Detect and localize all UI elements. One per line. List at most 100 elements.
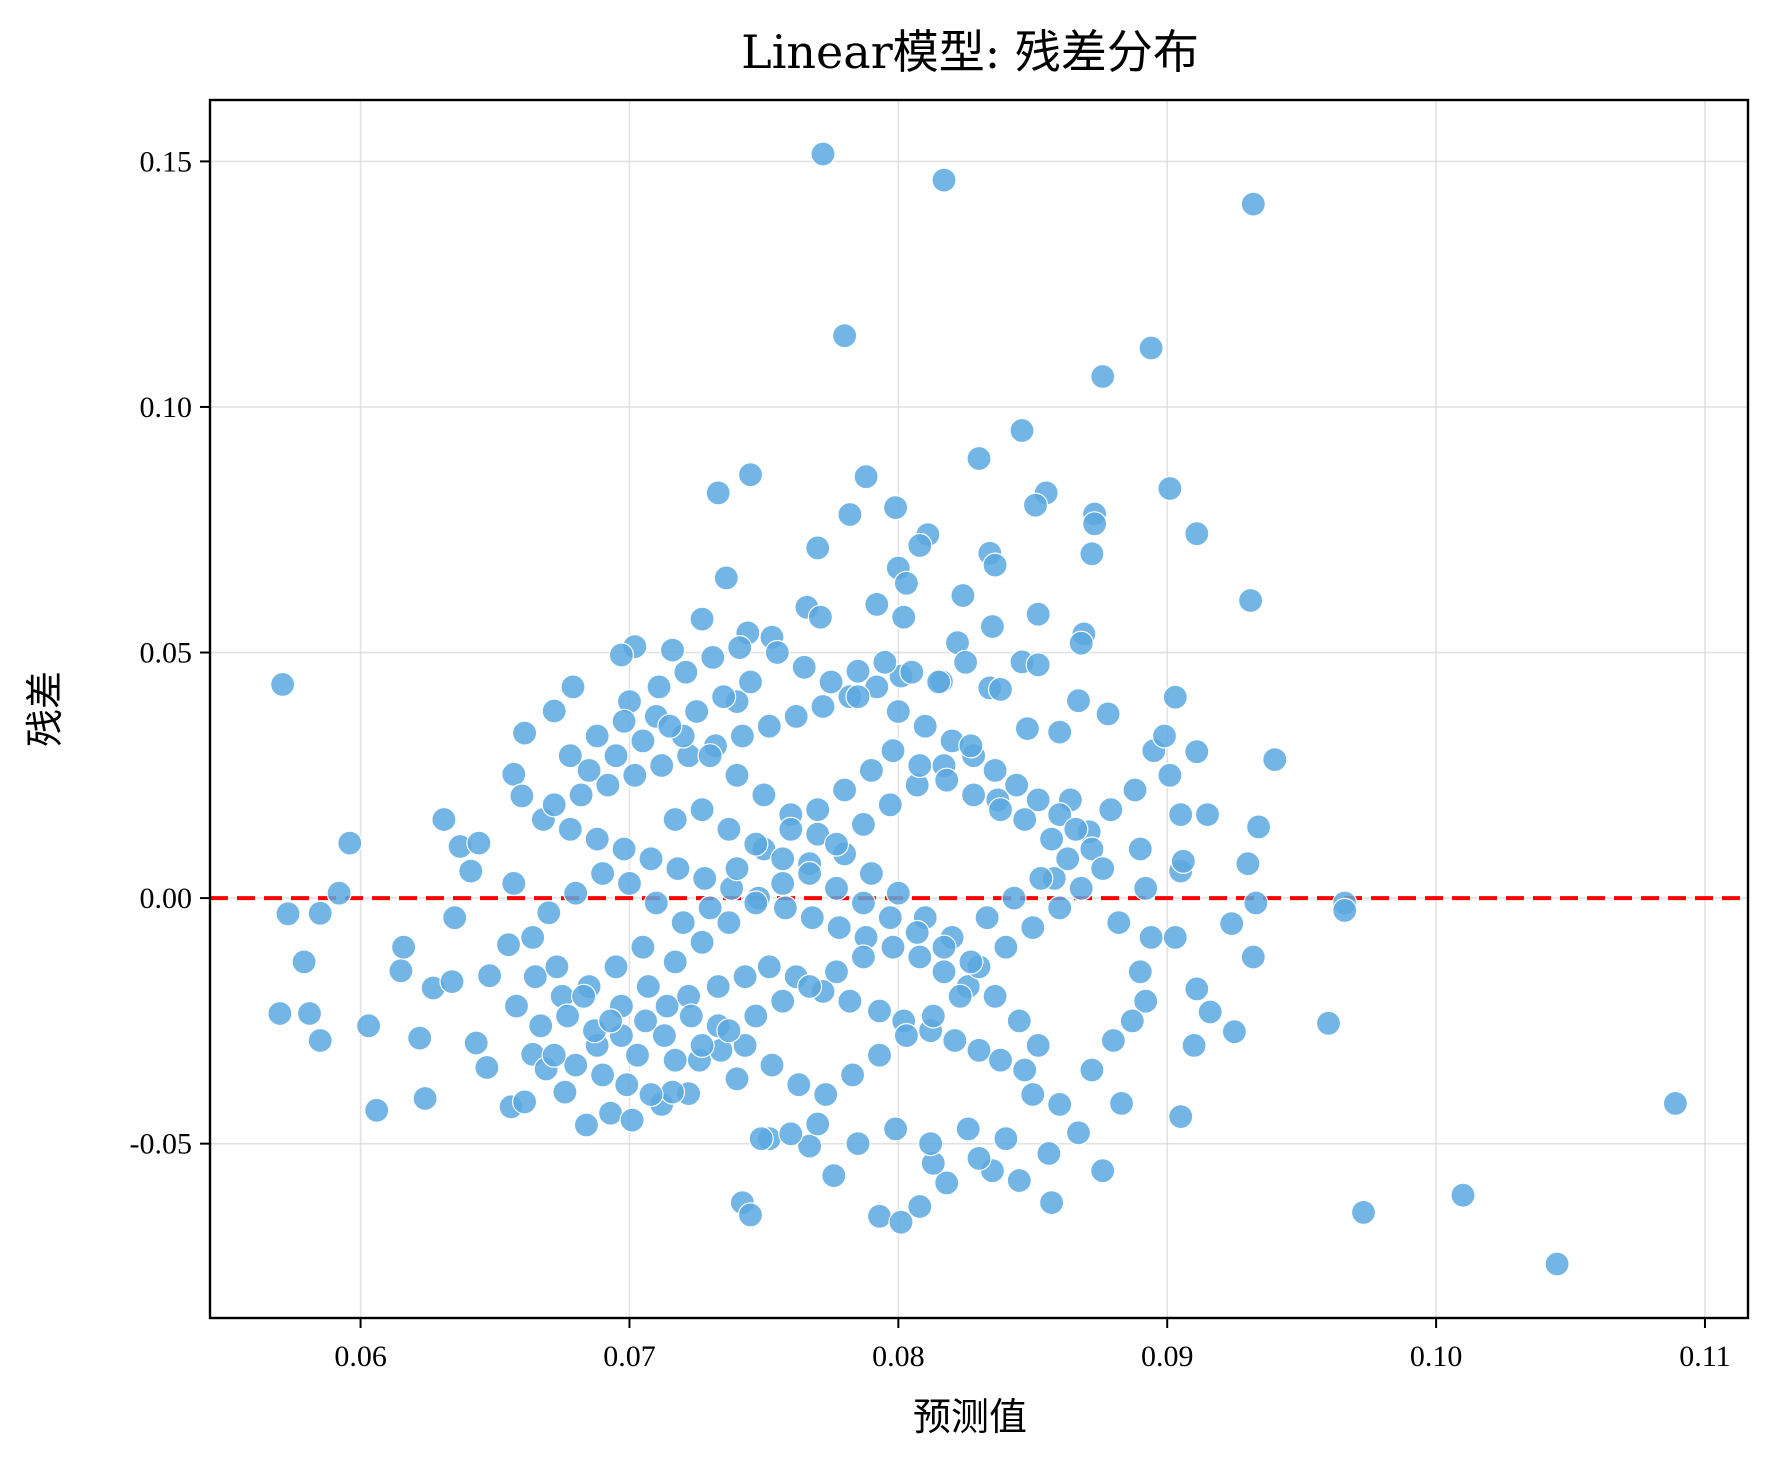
data-point — [522, 964, 548, 990]
data-point — [1012, 1057, 1038, 1083]
data-point — [743, 890, 769, 916]
data-point — [805, 797, 831, 823]
data-point — [987, 676, 1014, 703]
data-point — [756, 954, 782, 980]
data-point — [1106, 909, 1132, 936]
data-point — [1122, 777, 1148, 803]
data-point — [1036, 1140, 1062, 1167]
data-point — [603, 743, 629, 769]
data-point — [1022, 492, 1049, 518]
data-point — [1138, 335, 1164, 361]
data-point — [1100, 1027, 1127, 1054]
data-point — [1098, 797, 1124, 823]
data-point — [662, 806, 688, 833]
data-point — [1184, 521, 1210, 547]
data-point — [597, 1008, 624, 1034]
data-point — [1012, 806, 1038, 833]
data-point — [831, 777, 858, 803]
data-point — [1184, 739, 1210, 765]
data-point — [987, 1047, 1014, 1073]
data-point — [296, 1000, 323, 1027]
data-point — [501, 761, 527, 787]
data-point — [611, 836, 637, 862]
data-point — [501, 870, 527, 897]
data-point — [1055, 846, 1081, 872]
data-point — [412, 1085, 438, 1112]
data-point — [576, 757, 602, 784]
data-point — [907, 1193, 933, 1220]
data-point — [511, 720, 538, 746]
data-point — [899, 659, 925, 685]
data-point — [1025, 787, 1051, 813]
data-point — [624, 1042, 651, 1068]
data-point — [1243, 890, 1269, 916]
data-point — [1006, 1167, 1032, 1194]
data-point — [1065, 1120, 1092, 1146]
data-point — [1063, 816, 1089, 842]
data-point — [1047, 895, 1073, 921]
data-point — [705, 480, 731, 506]
data-point — [993, 934, 1019, 960]
data-point — [1003, 772, 1030, 798]
data-point — [474, 1054, 500, 1081]
data-point — [659, 637, 686, 663]
data-point — [509, 783, 535, 809]
data-point — [391, 934, 417, 960]
data-point — [912, 713, 938, 739]
data-point — [950, 582, 976, 609]
data-point — [955, 1116, 981, 1142]
data-point — [1090, 855, 1116, 882]
data-point — [1237, 587, 1264, 614]
data-point — [1544, 1251, 1570, 1277]
data-point — [850, 811, 877, 838]
data-point — [649, 752, 675, 779]
y-tick-label: 0.00 — [140, 882, 193, 915]
x-tick-label: 0.08 — [872, 1340, 925, 1373]
data-point — [568, 782, 594, 808]
data-point — [439, 968, 465, 995]
data-point — [729, 723, 756, 749]
data-point — [563, 1052, 589, 1078]
data-point — [337, 830, 363, 856]
data-point — [1235, 851, 1261, 877]
data-point — [630, 728, 656, 754]
plot-frame — [208, 98, 1750, 1320]
data-point — [966, 1145, 992, 1172]
data-point — [1090, 363, 1116, 390]
data-point — [1262, 746, 1288, 773]
data-point — [477, 963, 503, 989]
data-point — [1181, 1032, 1207, 1059]
data-point — [1068, 630, 1094, 656]
data-point — [608, 642, 635, 668]
data-point — [853, 464, 879, 490]
data-point — [799, 905, 825, 931]
data-point — [882, 1116, 909, 1142]
data-point — [646, 674, 672, 700]
data-point — [643, 890, 669, 916]
data-point — [882, 495, 909, 521]
data-point — [926, 669, 952, 695]
data-point — [877, 905, 903, 931]
data-point — [1014, 715, 1041, 742]
data-point — [823, 959, 850, 985]
y-tick-label: 0.05 — [140, 637, 193, 670]
x-tick-label: 0.11 — [1679, 1340, 1730, 1373]
data-point — [291, 949, 317, 975]
data-point — [831, 323, 858, 349]
data-point — [689, 929, 715, 955]
data-point — [1079, 836, 1105, 862]
data-point — [1047, 1091, 1073, 1118]
data-point — [356, 1013, 382, 1039]
data-point — [732, 964, 758, 990]
data-point — [659, 1079, 686, 1105]
data-point — [993, 1126, 1019, 1152]
data-point — [880, 738, 906, 764]
data-point — [442, 905, 468, 931]
data-point — [635, 973, 661, 1000]
data-point — [987, 797, 1014, 823]
data-point — [557, 743, 583, 769]
data-point — [1038, 1189, 1065, 1216]
data-point — [1068, 875, 1094, 901]
data-point — [692, 865, 718, 892]
